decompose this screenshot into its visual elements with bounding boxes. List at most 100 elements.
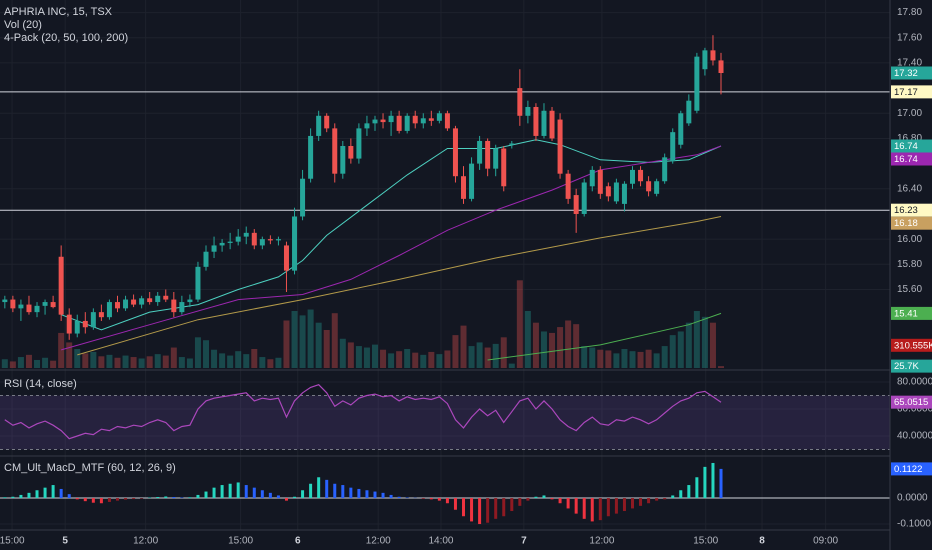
volume-bar xyxy=(452,335,459,368)
macd-bar xyxy=(510,498,514,512)
price-badge xyxy=(891,66,932,80)
symbol-title: APHRIA INC, 15, TSX xyxy=(4,6,113,18)
rsi-title: RSI (14, close) xyxy=(4,378,77,390)
candle-body xyxy=(316,115,322,136)
macd-bar xyxy=(172,497,176,499)
macd-bar xyxy=(325,479,329,499)
macd-bar xyxy=(341,485,345,499)
macd-bar xyxy=(228,483,232,499)
volume-bar xyxy=(227,355,234,368)
macd-bar xyxy=(115,498,119,501)
moving-average xyxy=(487,312,722,361)
macd-bar xyxy=(43,487,47,499)
macd-bar xyxy=(478,498,482,525)
candle-body xyxy=(235,236,241,242)
macd-bar xyxy=(204,491,208,499)
macd-bar xyxy=(550,498,554,500)
macd-bar xyxy=(180,497,184,499)
macd-bar xyxy=(11,496,15,499)
macd-bar xyxy=(3,497,7,499)
volume-bar xyxy=(339,338,346,368)
candle-body xyxy=(517,88,523,116)
candle-body xyxy=(187,299,193,303)
candle-body xyxy=(396,115,402,131)
macd-bar xyxy=(333,483,337,499)
volume-bar xyxy=(589,347,596,368)
macd-bar xyxy=(405,497,409,499)
macd-bar xyxy=(719,468,723,499)
volume-bar xyxy=(211,349,218,368)
candle-body xyxy=(171,299,177,313)
candle-body xyxy=(98,312,104,318)
candle-body xyxy=(267,239,273,241)
volume-bar xyxy=(524,311,531,368)
macd-bar xyxy=(687,485,691,499)
volume-bar xyxy=(347,342,354,368)
volume-bar xyxy=(573,324,580,368)
candle-body xyxy=(283,245,289,271)
macd-bar xyxy=(397,496,401,499)
macd-bar xyxy=(196,494,200,499)
volume-bar xyxy=(42,357,49,368)
volume-bar xyxy=(355,346,362,368)
candle-body xyxy=(428,118,434,121)
macd-title: CM_Ult_MacD_MTF (60, 12, 26, 9) xyxy=(4,462,176,474)
macd-bar xyxy=(124,498,128,500)
y-tick-label: 17.00 xyxy=(897,108,922,119)
price-badge xyxy=(891,203,932,217)
volume-bar xyxy=(259,357,266,368)
macd-bar xyxy=(51,485,55,499)
macd-bar xyxy=(373,491,377,499)
volume-bar xyxy=(500,337,507,368)
candle-body xyxy=(629,169,635,184)
candle-body xyxy=(549,110,555,139)
volume-bar xyxy=(540,331,547,368)
macd-bar xyxy=(526,498,530,501)
volume-bar xyxy=(645,349,652,368)
macd-bar xyxy=(574,498,578,514)
candle-body xyxy=(541,110,547,136)
candle-body xyxy=(694,56,700,111)
candle-body xyxy=(388,115,394,123)
candle-body xyxy=(219,242,225,246)
volume-bar xyxy=(380,349,387,368)
macd-bar xyxy=(19,494,23,499)
volume-bar xyxy=(146,356,153,368)
macd-bar xyxy=(695,477,699,499)
volume-bar xyxy=(178,357,185,368)
candle-body xyxy=(493,148,499,169)
x-tick-label: 12:00 xyxy=(133,536,158,547)
volume-bar xyxy=(106,354,113,368)
candle-body xyxy=(26,304,32,313)
volume-bar xyxy=(162,355,169,368)
macd-bar xyxy=(647,498,651,504)
volume-bar xyxy=(186,358,193,368)
volume-bar xyxy=(219,353,226,368)
macd-bar xyxy=(260,490,264,499)
macd-bar xyxy=(83,498,87,502)
candle-body xyxy=(565,173,571,199)
macd-bar xyxy=(107,498,111,502)
macd-bar xyxy=(655,498,659,501)
volume-bar xyxy=(388,353,395,368)
volume-bar xyxy=(25,354,32,368)
volume-bar xyxy=(492,343,499,368)
candle-body xyxy=(179,302,185,313)
volume-bar xyxy=(130,357,137,368)
candle-body xyxy=(654,181,660,194)
macd-bar xyxy=(293,496,297,499)
price-badge-label: 0.1122 xyxy=(894,464,922,475)
macd-bar xyxy=(429,498,433,500)
price-badge-label: 25.7K xyxy=(894,361,919,372)
y-tick-label: -0.1000 xyxy=(897,519,931,530)
macd-bar xyxy=(357,488,361,499)
candle-body xyxy=(686,100,692,124)
volume-bar xyxy=(677,331,684,368)
candle-body xyxy=(195,266,201,300)
volume-bar xyxy=(34,359,41,368)
grid xyxy=(0,0,890,530)
candle-body xyxy=(525,106,531,116)
candle-body xyxy=(718,60,724,73)
candle-body xyxy=(147,298,153,303)
